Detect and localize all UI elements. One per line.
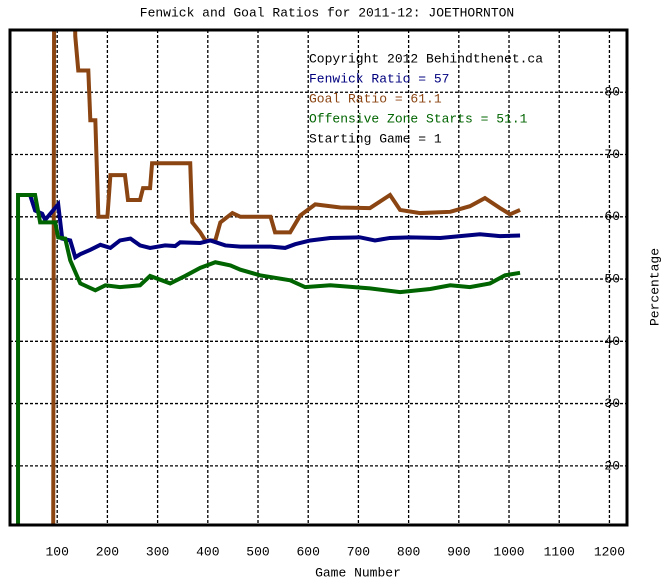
annotation: Goal Ratio = 61.1 (309, 91, 442, 106)
x-tick-label: 300 (146, 544, 169, 559)
annotation: Starting Game = 1 (309, 131, 442, 146)
y-tick-label: 20 (604, 458, 620, 473)
x-tick-label: 900 (447, 544, 470, 559)
x-tick-label: 600 (297, 544, 320, 559)
plot-border (8, 28, 629, 527)
x-tick-label: 400 (196, 544, 219, 559)
y-tick-label: 40 (604, 334, 620, 349)
x-tick-label: 1000 (493, 544, 524, 559)
x-axis-label: Game Number (315, 565, 401, 580)
y-tick-label: 70 (604, 147, 620, 162)
x-tick-label: 1100 (544, 544, 575, 559)
y-tick-label: 60 (604, 209, 620, 224)
annotation: Copyright 2012 Behindthenet.ca (309, 51, 543, 66)
y-axis-label: Percentage (647, 248, 662, 326)
annotation: Fenwick Ratio = 57 (309, 71, 449, 86)
y-tick-label: 80 (604, 85, 620, 100)
x-tick-label: 1200 (594, 544, 625, 559)
x-tick-label: 500 (246, 544, 269, 559)
x-tick-label: 100 (45, 544, 68, 559)
annotation: Offensive Zone Starts = 51.1 (309, 111, 528, 126)
x-tick-label: 700 (347, 544, 370, 559)
series-line (16, 193, 521, 525)
y-tick-label: 30 (604, 396, 620, 411)
plot-lines (16, 30, 521, 525)
x-tick-label: 200 (96, 544, 119, 559)
x-tick-label: 800 (397, 544, 420, 559)
y-tick-label: 50 (604, 271, 620, 286)
chart-title: Fenwick and Goal Ratios for 2011-12: JOE… (140, 5, 514, 20)
series-line (18, 193, 521, 261)
